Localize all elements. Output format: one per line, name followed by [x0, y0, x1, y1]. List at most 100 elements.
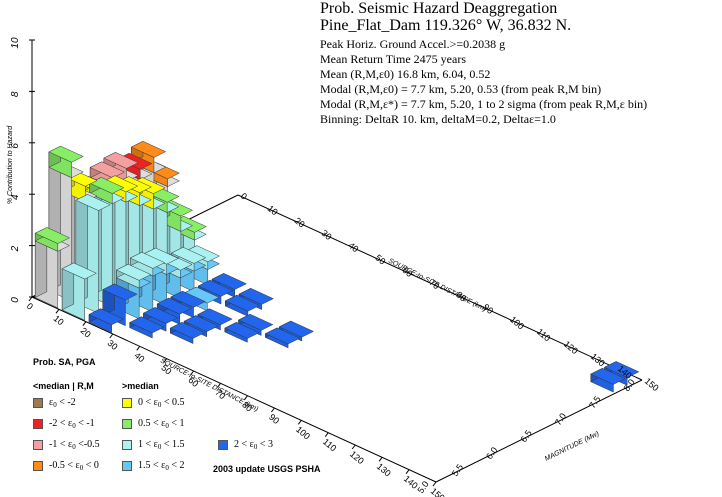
legend-label: ε0 < -2 — [49, 397, 76, 409]
bar-face-top — [130, 141, 167, 158]
bar-face-top — [48, 145, 84, 163]
x-tick-label: 80 — [240, 400, 254, 414]
legend-label: 0 < ε0 < 0.5 — [138, 397, 185, 409]
z-tick-label: 2 — [10, 245, 21, 252]
x-back-tick-label: 50 — [373, 253, 387, 267]
bar-face-top — [115, 263, 152, 281]
x-tick — [136, 346, 141, 351]
z-tick-label: 0 — [10, 297, 21, 303]
header-line-mean: Mean (R,M,ε0) 16.8 km, 6.04, 0.52 — [320, 67, 491, 81]
bar-face-top — [590, 367, 626, 385]
bar-face-top — [170, 247, 207, 264]
x-tick-label: 150 — [429, 486, 447, 497]
bar-face-top — [89, 161, 125, 179]
x-tick-label: 60 — [186, 375, 200, 389]
header-line-modal-epsstar: Modal (R,M,ε*) = 7.7 km, 5.20, 1 to 2 si… — [320, 97, 648, 111]
chart-title: Prob. Seismic Hazard Deaggregation — [320, 0, 558, 17]
x-back-tick-label: 40 — [346, 240, 360, 254]
x-back-tick-label: 80 — [454, 290, 468, 304]
x-axis-front — [31, 296, 437, 483]
x-tick — [109, 333, 114, 339]
bar-face-top — [237, 313, 274, 331]
header-line-pga: Peak Horiz. Ground Accel.>=0.2038 g — [320, 37, 506, 51]
bar-face-top — [129, 251, 166, 269]
x-axis-back — [237, 194, 643, 381]
bar-face-top — [34, 227, 71, 244]
x-tick — [190, 370, 195, 376]
x-tick-label: 30 — [106, 338, 120, 352]
x-tick — [297, 420, 302, 425]
x-back-tick-label: 70 — [427, 277, 441, 291]
x-tick — [163, 358, 168, 363]
site-label: Pine_Flat_Dam 119.326° W, 36.832 N. — [320, 17, 572, 34]
y-tick-label: 7.5 — [587, 394, 602, 410]
x-axis-label-back: SOURCE-to-SITE DISTANCE (km) — [387, 258, 487, 314]
legend-label: 1.5 < ε0 < 2 — [138, 460, 185, 472]
legend-swatch — [33, 419, 43, 429]
legend-swatch — [218, 440, 228, 450]
bar-face-top — [75, 194, 111, 211]
x-tick-label: 70 — [213, 387, 227, 401]
legend-swatch — [122, 419, 132, 429]
x-tick — [55, 309, 60, 314]
bar-face-top — [197, 308, 233, 326]
legend-col1-header: <median | R,M — [33, 381, 94, 391]
bar-face-top — [197, 279, 234, 297]
x-tick-label: 110 — [321, 437, 338, 454]
bar-face-top — [264, 327, 301, 345]
legend-label: -2 < ε0 < -1 — [49, 418, 95, 430]
bar-face-top — [129, 316, 165, 334]
y-tick-label: 6.0 — [484, 445, 499, 461]
x-back-tick-label: 150 — [643, 376, 661, 393]
header-line-binning: Binning: DeltaR 10. km, deltaM=0.2, Delt… — [320, 112, 556, 126]
x-tick — [28, 296, 33, 302]
x-tick-label: 120 — [348, 449, 366, 466]
x-tick-label: 40 — [132, 350, 146, 364]
bar-face-top — [183, 315, 219, 332]
x-tick — [405, 469, 410, 474]
legend-label: -1 < ε0 <-0.5 — [49, 439, 100, 451]
x-back-tick-label: 90 — [481, 302, 495, 316]
x-back-tick-label: 10 — [266, 203, 280, 217]
z-tick-label: 10 — [10, 37, 21, 49]
bar-face-top — [211, 273, 247, 290]
x-tick-label: 20 — [79, 326, 93, 340]
x-back-tick-label: 30 — [320, 228, 334, 242]
legend-label: 2 < ε0 < 3 — [234, 439, 273, 451]
y-tick-label: 5.5 — [450, 462, 465, 478]
x-tick-label: 10 — [52, 313, 66, 327]
bar-face-top — [238, 288, 274, 305]
y-axis-label: MAGNITUDE (Mw) — [544, 430, 601, 462]
bar-face-top — [224, 294, 261, 312]
bar-face-top — [142, 307, 179, 324]
x-back-tick-label: 100 — [508, 314, 526, 331]
legend-label: -0.5 < ε0 < 0 — [49, 460, 99, 472]
x-tick — [82, 321, 87, 326]
x-back-tick-label: 130 — [589, 351, 607, 368]
bar-face-top — [103, 152, 139, 169]
bar-face-top — [603, 361, 640, 378]
x-back-tick-label: 60 — [400, 265, 414, 279]
bar-face-top — [89, 177, 125, 194]
bar-face-top — [170, 290, 206, 308]
x-tick-label: 90 — [267, 412, 281, 426]
bar-face-top — [224, 322, 260, 339]
y-tick-label: 7.0 — [553, 411, 568, 427]
bar-face-top — [156, 297, 193, 315]
legend-swatch — [33, 461, 43, 471]
x-tick — [270, 407, 275, 413]
legend-col2-header: >median — [122, 381, 159, 391]
legend-title: Prob. SA, PGA — [33, 357, 96, 367]
x-tick — [244, 395, 248, 400]
x-tick — [217, 383, 221, 388]
x-tick-label: 130 — [375, 461, 393, 478]
chart-bars — [34, 140, 640, 393]
header-line-modal-eps0: Modal (R,M,ε0) = 7.7 km, 5.20, 0.53 (fro… — [320, 82, 602, 96]
bar-face-top — [278, 320, 315, 338]
z-tick-label: 6 — [10, 143, 21, 149]
legend-swatch — [122, 461, 132, 471]
x-tick — [378, 457, 383, 462]
z-tick-label: 8 — [10, 91, 21, 97]
x-tick — [351, 444, 356, 450]
legend-label: 1 < ε0 < 1.5 — [138, 439, 185, 451]
